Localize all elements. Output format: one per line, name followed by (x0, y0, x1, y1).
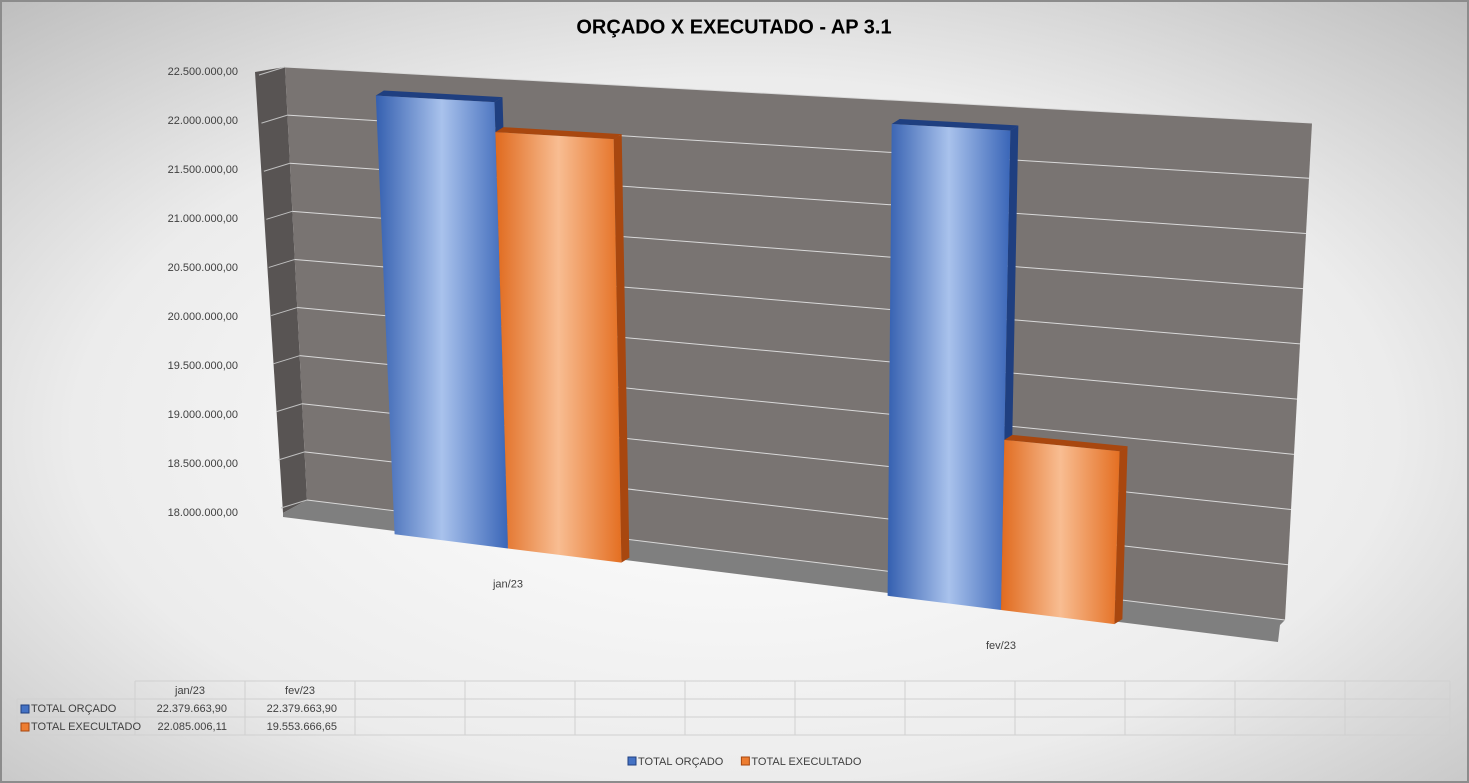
table-row-header: TOTAL EXECULTADO (31, 721, 141, 733)
grid-line (278, 451, 305, 461)
grid-line (258, 66, 286, 76)
table-cell: 22.379.663,90 (267, 703, 337, 715)
y-tick-label: 19.000.000,00 (168, 409, 238, 421)
y-tick-label: 18.000.000,00 (168, 507, 238, 519)
legend-key (740, 756, 750, 766)
legend-key (627, 756, 637, 766)
bar-front (1000, 439, 1120, 625)
y-tick-label: 22.000.000,00 (168, 115, 238, 127)
bar-top (891, 118, 1019, 131)
y-tick-label: 19.500.000,00 (168, 360, 238, 372)
grid-line (280, 499, 308, 509)
bar-side (1114, 446, 1128, 625)
y-tick-label: 22.500.000,00 (168, 66, 238, 78)
y-tick-label: 21.500.000,00 (168, 164, 238, 176)
bar-front (495, 132, 622, 563)
legend-key (20, 722, 30, 732)
bar-side (613, 134, 630, 563)
table-cell: 22.379.663,90 (157, 703, 227, 715)
bar-top (375, 90, 503, 103)
grid-line (261, 114, 288, 124)
table-cell: 19.553.666,65 (267, 721, 337, 733)
x-tick-label: jan/23 (492, 578, 523, 590)
table-cell: 22.085.006,11 (157, 721, 227, 733)
bar-front (887, 123, 1011, 610)
side-wall (255, 67, 307, 513)
bar (495, 127, 630, 563)
chart-title: ORÇADO X EXECUTADO - AP 3.1 (576, 16, 891, 38)
table-row-header: TOTAL ORÇADO (31, 703, 117, 715)
grid-line (284, 66, 1313, 124)
legend-key (20, 704, 30, 714)
grid-line (273, 355, 300, 365)
bar-front (375, 95, 508, 549)
bar-top (495, 127, 622, 140)
table-header: jan/23 (174, 685, 205, 697)
grid-line (266, 210, 293, 220)
bar (375, 90, 516, 549)
y-tick-label: 20.500.000,00 (168, 262, 238, 274)
bar-top (1004, 434, 1128, 452)
grid-line (268, 258, 295, 268)
y-tick-label: 20.000.000,00 (168, 311, 238, 323)
y-tick-label: 18.500.000,00 (168, 458, 238, 470)
legend-label: TOTAL EXECULTADO (751, 756, 861, 768)
grid-line (271, 307, 298, 317)
x-tick-label: fev/23 (986, 640, 1016, 652)
table-header: fev/23 (285, 685, 315, 697)
legend-label: TOTAL ORÇADO (638, 756, 724, 768)
bar (887, 118, 1019, 610)
bar (1000, 434, 1128, 625)
y-tick-label: 21.000.000,00 (168, 213, 238, 225)
grid-line (263, 162, 291, 172)
grid-line (275, 403, 303, 413)
